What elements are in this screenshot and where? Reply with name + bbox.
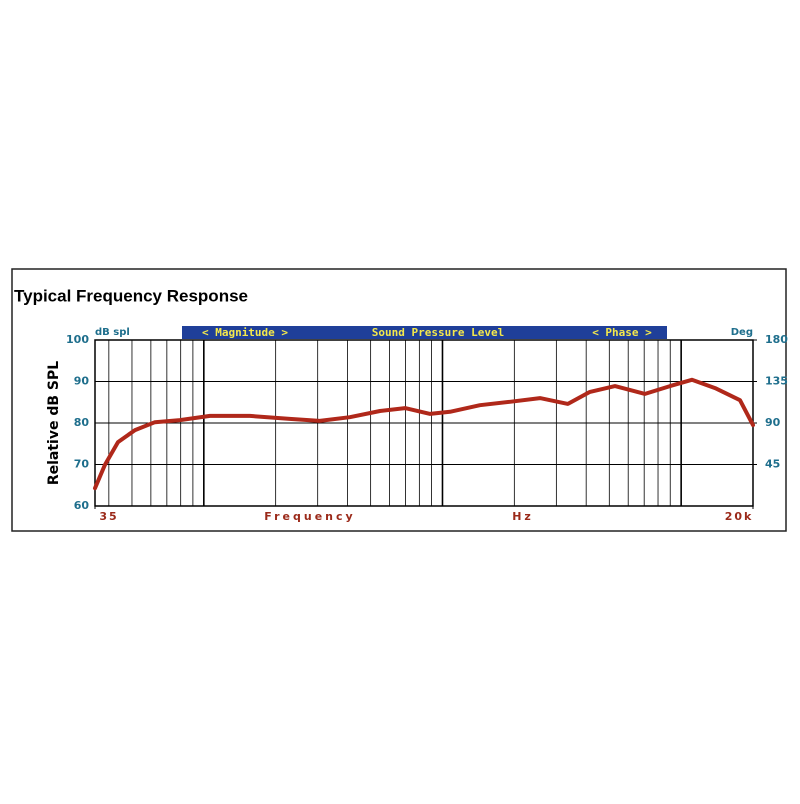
x-tick-label: 20k <box>725 510 754 523</box>
y-tick-label: 100 <box>66 333 89 346</box>
banner-text: Sound Pressure Level <box>372 326 504 339</box>
y2-tick-label: 180 <box>765 333 788 346</box>
banner-text: < Phase > <box>592 326 652 339</box>
response-line <box>93 377 755 491</box>
y2-tick-label: 90 <box>765 416 781 429</box>
y-unit: dB spl <box>95 327 130 338</box>
x-axis-unit: Hz <box>512 510 534 523</box>
banner <box>182 326 667 339</box>
banner-text: < Magnitude > <box>202 326 288 339</box>
y-tick-label: 60 <box>74 499 90 512</box>
y-axis-label: Relative dB SPL <box>46 361 62 485</box>
y2-tick-label: 135 <box>765 375 788 388</box>
y-tick-label: 90 <box>74 375 90 388</box>
y2-tick-label: 45 <box>765 458 780 471</box>
x-tick-label: 35 <box>99 510 118 523</box>
y-tick-label: 70 <box>74 458 90 471</box>
y2-unit: Deg <box>731 327 753 338</box>
chart-title: Typical Frequency Response <box>14 286 248 305</box>
y-tick-label: 80 <box>74 416 90 429</box>
x-axis-label: Frequency <box>264 510 355 523</box>
